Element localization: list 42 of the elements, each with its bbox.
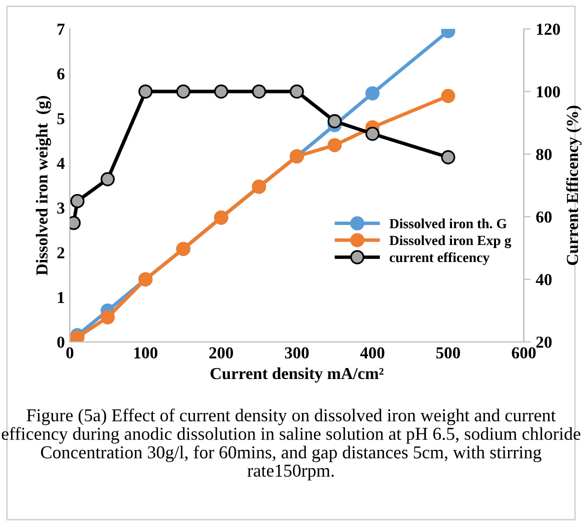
y2-tick-label: 60 <box>536 211 552 223</box>
text: Figure (5a) Effect of current density on dissolved iron weight and current efficency during anodic dissolution in saline solution at pH 6.5, sodium chloride Concentration 30g/l, for 60mins, and gap distances 5cm, with stirring rate150rpm. <box>2 408 580 480</box>
y-tick-label: 5 <box>57 113 64 124</box>
x-tick-label: 500 <box>436 347 460 358</box>
x-tick-label: 600 <box>512 347 536 358</box>
y-tick-label: 1 <box>58 292 64 303</box>
y-tick-label: 7 <box>58 24 65 35</box>
point <box>214 84 228 99</box>
legend-label: current efficency <box>390 252 490 266</box>
point <box>252 84 266 99</box>
point <box>176 84 190 99</box>
point <box>100 172 115 186</box>
x-tick-label: 100 <box>134 347 158 358</box>
point <box>365 126 380 141</box>
y2-tick-label: 80 <box>536 148 552 160</box>
point <box>365 86 380 100</box>
point <box>100 310 115 324</box>
y-axis-title: Dissolved iron weight (g) <box>36 96 52 276</box>
y-tick-label: 4 <box>56 158 65 169</box>
point <box>138 84 153 99</box>
x-tick-label: 300 <box>284 347 309 358</box>
point <box>328 138 342 152</box>
legend-label: Dissolved iron th. G <box>389 218 507 228</box>
y2-tick-label: 100 <box>536 86 560 98</box>
y-tick-label: 0 <box>57 336 64 348</box>
y2-tick-label: 40 <box>536 274 552 286</box>
point <box>328 114 342 128</box>
y-tick-label: 3 <box>57 202 64 214</box>
y-tick-label: 6 <box>57 68 64 80</box>
legend-label: Dissolved iron Exp g <box>389 235 512 248</box>
x-tick-label: 400 <box>360 347 384 358</box>
x-tick-label: 0 <box>66 347 74 358</box>
y2-tick-label: 120 <box>536 24 560 35</box>
point <box>441 150 456 164</box>
y-tick-label: 2 <box>57 247 64 258</box>
point <box>441 88 456 104</box>
x-tick-label: 200 <box>209 347 234 358</box>
x-axis-title: Current density mA/cm² <box>210 367 384 383</box>
point <box>70 194 84 208</box>
y2-tick-label: 20 <box>536 336 552 348</box>
y2-axis-title: Current Efficency (%) <box>566 106 582 265</box>
point <box>290 84 304 99</box>
